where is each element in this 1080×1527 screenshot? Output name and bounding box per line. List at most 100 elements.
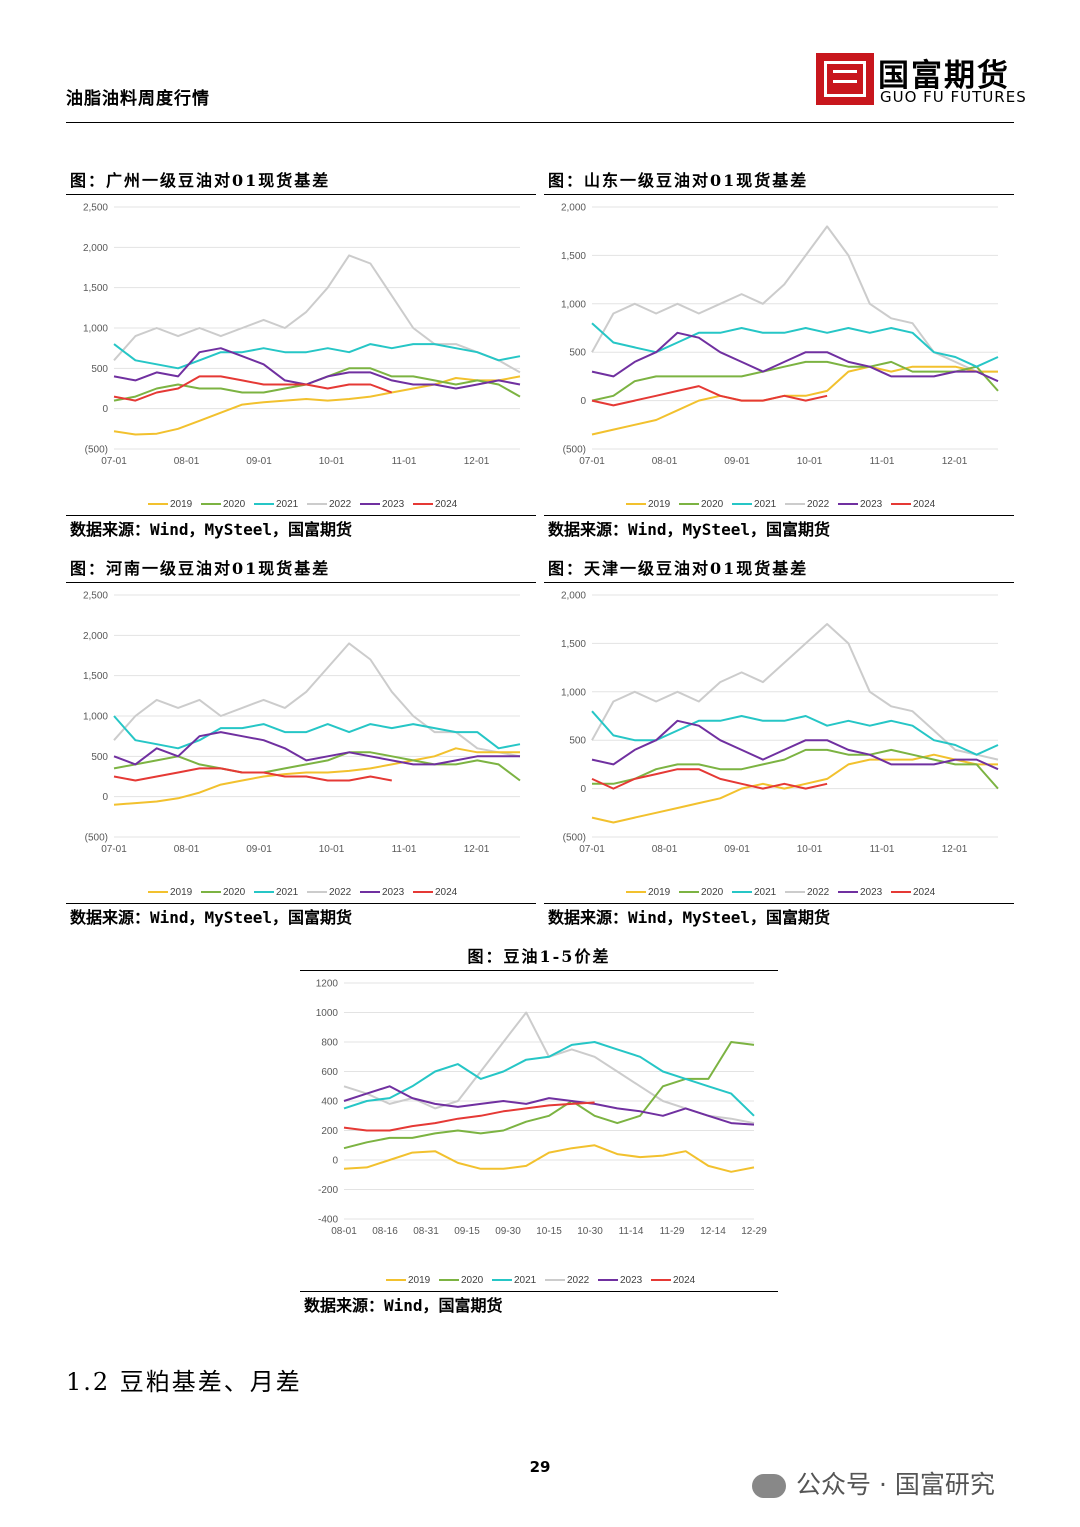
y-tick-label: 1,000	[561, 299, 586, 310]
series-line-2020	[113, 751, 521, 782]
company-name-cn: 国富期货	[878, 58, 1010, 94]
y-tick-label: 2,000	[83, 631, 108, 642]
x-tick-label: 08-01	[174, 456, 200, 467]
series-line-2022	[591, 623, 999, 761]
series-line-2022	[113, 642, 521, 758]
chart-tianjin-basis: 2,000 1,500 1,000 500 0 (500) 07-01 08-01 09-01 1…	[544, 583, 1014, 903]
company-name-en: GUO FU FUTURES	[880, 88, 1027, 106]
legend-label: 2020	[461, 1275, 484, 1286]
legend-label: 2021	[276, 887, 299, 898]
x-tick-label: 09-30	[495, 1226, 521, 1237]
figure-source: 数据来源：Wind，MySteel，国富期货	[544, 903, 1014, 930]
legend-label: 2023	[382, 887, 405, 898]
series-line-2021	[113, 715, 521, 750]
chart-shandong-basis: 2,000 1,500 1,000 500 0 (500) 07-01 08-01 09-01 1…	[544, 195, 1014, 515]
y-tick-label: 0	[102, 404, 108, 415]
chart-svg: 2,500 2,000 1,500 1,000 500 0 (500)07-01 08-01 0…	[83, 203, 521, 510]
chart-henan-basis: 2,500 2,000 1,500 1,000 500 0 (500) 07-01 08-01 0…	[66, 583, 536, 903]
y-tick-label: 2,000	[561, 591, 586, 602]
series-line-2020	[592, 748, 999, 790]
figure-source: 数据来源：Wind，MySteel，国富期货	[544, 515, 1014, 542]
figure-title: 图：广州一级豆油对01现货基差	[66, 170, 536, 195]
y-tick-label: (500)	[563, 445, 586, 456]
x-tick-label: 11-01	[392, 844, 417, 855]
legend-label: 2021	[514, 1275, 537, 1286]
y-tick-label: 1,000	[83, 324, 108, 335]
section-heading: 1.2 豆粕基差、月差	[66, 1368, 302, 1396]
legend-label: 2024	[913, 499, 936, 510]
legend-label: 2022	[807, 887, 830, 898]
legend-label: 2021	[754, 499, 777, 510]
y-tick-label: 2,000	[561, 203, 586, 214]
report-title: 油脂油料周度行情	[66, 89, 210, 109]
x-tick-label: 08-16	[372, 1226, 398, 1237]
x-tick-label: 07-01	[101, 844, 127, 855]
series-line-2019	[113, 375, 521, 436]
company-logo-icon	[816, 53, 874, 105]
y-tick-label: 400	[321, 1097, 338, 1108]
figure-title: 图：山东一级豆油对01现货基差	[544, 170, 1014, 195]
wechat-icon	[752, 1474, 786, 1498]
y-tick-label: (500)	[563, 833, 586, 844]
figure-source: 数据来源：Wind，MySteel，国富期货	[66, 515, 536, 542]
x-tick-label: 12-01	[942, 456, 968, 467]
page-number: 29	[529, 1458, 551, 1476]
x-tick-label: 08-01	[174, 844, 200, 855]
x-tick-label: 10-01	[319, 844, 345, 855]
series-line-2024	[591, 768, 828, 790]
x-tick-label: 11-14	[619, 1226, 644, 1237]
series-line-2023	[591, 331, 999, 383]
y-tick-label: 500	[91, 752, 108, 763]
series-line-2023	[113, 347, 521, 390]
legend-label: 2020	[701, 887, 724, 898]
series-line-2021	[113, 343, 521, 370]
x-tick-label: 10-01	[319, 456, 345, 467]
x-tick-label: 08-01	[331, 1226, 357, 1237]
legend-label: 2019	[648, 499, 671, 510]
y-tick-label: 1,000	[561, 687, 586, 698]
x-tick-label: 12-01	[942, 844, 968, 855]
figure-spread-1-5: 图：豆油1-5价差 1200 1000 800 600 400 200 0 -200 -400 0…	[300, 946, 778, 1318]
x-tick-label: 12-01	[464, 844, 490, 855]
legend-label: 2024	[673, 1275, 696, 1286]
x-tick-label: 11-01	[870, 844, 895, 855]
series-line-2024	[113, 375, 393, 402]
y-tick-label: 1,500	[561, 251, 586, 262]
series-line-2022	[113, 254, 521, 374]
legend-label: 2024	[913, 887, 936, 898]
y-tick-label: 500	[91, 364, 108, 375]
x-tick-label: 08-01	[652, 844, 678, 855]
legend-label: 2020	[223, 499, 246, 510]
y-tick-label: 2,500	[83, 591, 108, 602]
chart-svg: 2,500 2,000 1,500 1,000 500 0 (500)07-01 08-01 0…	[83, 591, 521, 898]
x-tick-label: 11-01	[870, 456, 895, 467]
series-line-2020	[591, 360, 999, 402]
x-tick-label: 08-31	[413, 1226, 439, 1237]
chart-spread-1-5: 1200 1000 800 600 400 200 0 -200 -400 08-01 08-16 0…	[300, 971, 778, 1291]
x-tick-label: 10-01	[797, 456, 823, 467]
y-tick-label: 800	[321, 1038, 338, 1049]
legend-label: 2020	[701, 499, 724, 510]
chart-svg: 2,000 1,500 1,000 500 0 (500)07-01 08-01 09-01 1…	[561, 203, 999, 510]
legend-label: 2023	[620, 1275, 643, 1286]
series-line-2024	[343, 1101, 595, 1132]
legend-label: 2024	[435, 499, 458, 510]
figure-source: 数据来源：Wind，MySteel，国富期货	[66, 903, 536, 930]
y-tick-label: 2,000	[83, 243, 108, 254]
y-tick-label: 1,500	[561, 639, 586, 650]
y-tick-label: (500)	[85, 833, 108, 844]
y-tick-label: 0	[102, 792, 108, 803]
y-tick-label: 500	[569, 736, 586, 747]
figure-shandong-basis: 图：山东一级豆油对01现货基差 2,000 1,500 1,000 500 0 (500)…	[544, 170, 1014, 542]
legend-label: 2021	[276, 499, 299, 510]
y-tick-label: 0	[580, 396, 586, 407]
y-tick-label: 0	[332, 1156, 338, 1167]
series-line-2024	[113, 767, 392, 782]
x-tick-label: 09-01	[724, 844, 750, 855]
series-line-2023	[113, 731, 520, 766]
x-tick-label: 11-01	[392, 456, 417, 467]
y-tick-label: 1,500	[83, 283, 108, 294]
figure-title: 图：豆油1-5价差	[300, 946, 778, 971]
y-tick-label: 500	[569, 348, 586, 359]
legend-label: 2022	[567, 1275, 590, 1286]
